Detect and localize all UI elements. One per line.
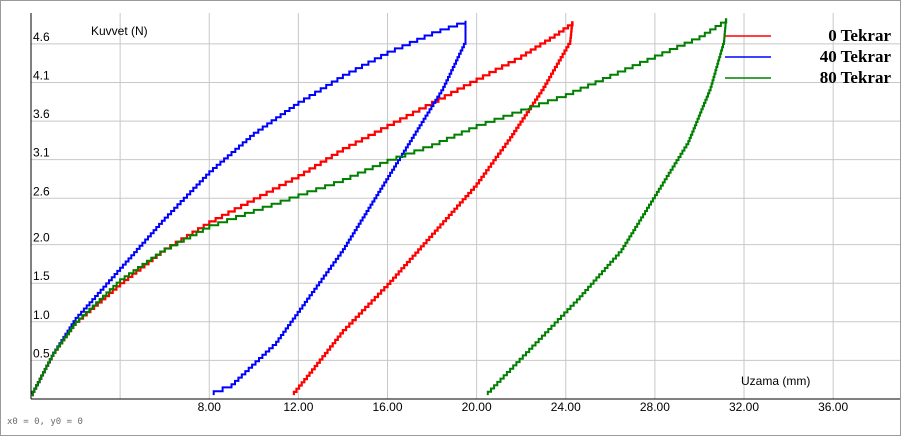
- x-tick-label: 12.00: [283, 400, 313, 414]
- legend-label: 0 Tekrar: [828, 26, 891, 45]
- status-readout: x0 = 0, y0 = 0: [7, 417, 83, 427]
- y-tick-label: 2.0: [33, 231, 50, 245]
- y-tick-label: 1.5: [33, 269, 50, 283]
- y-tick-label: 2.6: [33, 184, 50, 198]
- x-tick-label: 28.00: [640, 400, 670, 414]
- x-tick-label: 36.00: [818, 400, 848, 414]
- y-tick-label: 4.1: [33, 68, 50, 82]
- legend-label: 80 Tekrar: [820, 68, 892, 87]
- y-tick-label: 0.5: [33, 346, 50, 360]
- series-line-3: [31, 18, 728, 397]
- series-lines: [31, 18, 728, 397]
- axes: 8.00 12.00 16.00 20.00 24.00 28.00 32.00 36.00 0…: [30, 13, 900, 414]
- x-tick-label: 8.00: [198, 400, 222, 414]
- y-tick-label: 3.6: [33, 107, 50, 121]
- legend: 0 Tekrar 40 Tekrar 80 Tekrar: [725, 26, 891, 87]
- x-tick-label: 16.00: [372, 400, 402, 414]
- x-axis-title: Uzama (mm): [741, 374, 810, 388]
- x-tick-label: 20.00: [462, 400, 492, 414]
- series-line-1: [31, 21, 574, 397]
- series-line-2: [31, 20, 467, 397]
- y-tick-label: 3.1: [33, 146, 50, 160]
- grid: [31, 13, 900, 399]
- legend-label: 40 Tekrar: [820, 47, 892, 66]
- x-tick-label: 32.00: [729, 400, 759, 414]
- x-tick-label: 24.00: [551, 400, 581, 414]
- y-axis-title: Kuvvet (N): [91, 24, 148, 38]
- y-tick-label: 1.0: [33, 308, 50, 322]
- y-tick-label: 4.6: [33, 30, 50, 44]
